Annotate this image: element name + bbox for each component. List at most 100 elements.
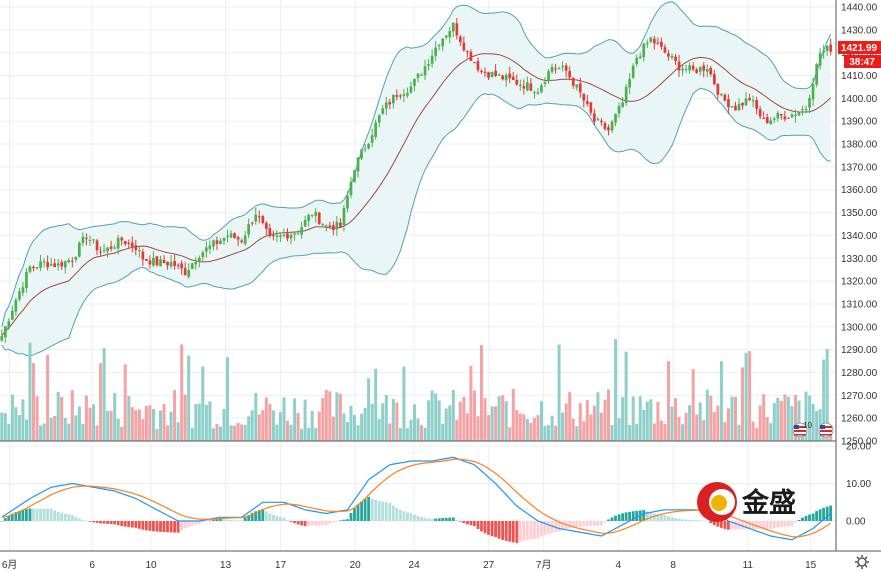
macd-histogram-bar xyxy=(155,521,159,532)
macd-histogram-bar xyxy=(568,521,572,529)
candle-body xyxy=(660,41,663,47)
volume-bar xyxy=(21,399,25,441)
candlesticks[interactable] xyxy=(0,18,833,343)
macd-histogram-bar xyxy=(536,521,540,539)
us-flag-icon[interactable] xyxy=(792,422,808,438)
macd-histogram-bar xyxy=(63,513,67,521)
volume-bar xyxy=(783,394,787,441)
volume-bar xyxy=(155,428,159,441)
candle-body xyxy=(695,69,698,73)
volume-bar xyxy=(772,403,776,441)
volume-bar xyxy=(286,420,289,441)
macd-histogram-bar xyxy=(681,519,684,521)
us-flag-icon[interactable] xyxy=(818,422,834,438)
time-tick-label: 24 xyxy=(409,560,421,571)
volume-bar xyxy=(550,415,554,441)
candle-body xyxy=(257,216,261,218)
volume-bar xyxy=(113,393,117,441)
candle-body xyxy=(829,44,833,52)
macd-histogram-bar xyxy=(222,519,226,521)
volume-bar xyxy=(324,389,328,441)
volume-bar xyxy=(356,425,360,441)
volume-bar xyxy=(649,399,653,441)
candle-body xyxy=(409,86,413,93)
macd-histogram-bar xyxy=(264,511,268,521)
macd-histogram-bar xyxy=(127,521,131,528)
volume-bar xyxy=(741,367,744,441)
volume-bar xyxy=(822,359,826,441)
volume-bar xyxy=(53,416,57,441)
volume-bar xyxy=(804,391,808,441)
candle-body xyxy=(250,222,254,224)
macd-histogram-bar xyxy=(660,514,663,521)
volume-bar xyxy=(84,395,88,441)
candle-body xyxy=(434,47,437,56)
macd-histogram-bar xyxy=(85,520,88,522)
candle-body xyxy=(39,261,42,268)
volume-bar xyxy=(166,425,170,441)
macd-histogram-bar xyxy=(162,521,166,533)
candle-body xyxy=(769,120,773,124)
volume-bar xyxy=(141,419,145,441)
candle-body xyxy=(148,260,152,265)
candle-body xyxy=(444,35,448,38)
candle-body xyxy=(430,55,434,64)
macd-histogram-bar xyxy=(515,521,519,543)
macd-histogram-bar xyxy=(134,521,138,528)
volume-bar xyxy=(596,392,600,441)
macd-histogram-bar xyxy=(42,508,46,521)
candle-body xyxy=(102,249,106,251)
macd-histogram-bar xyxy=(409,513,413,521)
macd-histogram-bar xyxy=(92,521,95,523)
candle-body xyxy=(106,247,109,252)
candle-body xyxy=(783,116,787,120)
candle-body xyxy=(765,117,769,123)
candle-body xyxy=(155,256,159,266)
volume-bar xyxy=(300,428,304,441)
volume-bar xyxy=(451,389,455,441)
macd-histogram-bar xyxy=(656,514,660,521)
volume-bar xyxy=(349,405,353,441)
candle-body xyxy=(631,65,635,78)
macd-histogram-bar xyxy=(49,508,53,521)
candle-body xyxy=(684,69,688,70)
macd-histogram-bar xyxy=(226,519,229,521)
candle-body xyxy=(14,299,18,312)
macd-histogram-bar xyxy=(388,502,392,521)
time-tick-label: 11 xyxy=(743,560,754,571)
macd-histogram-bar xyxy=(3,518,7,521)
macd-histogram-bar xyxy=(490,521,494,537)
candle-body xyxy=(741,103,744,106)
candle-body xyxy=(279,235,282,237)
macd-histogram-bar xyxy=(652,513,656,521)
volume-bar xyxy=(211,428,215,441)
volume-bar xyxy=(240,424,244,441)
time-axis[interactable]: 6月 6 10 13 17 20 24 27 7月 4 8 11 15 xyxy=(2,559,817,571)
volume-bar xyxy=(631,396,635,441)
macd-histogram-bar xyxy=(543,521,547,536)
candle-body xyxy=(7,321,11,328)
macd-histogram-bar xyxy=(727,521,730,530)
volume-bar xyxy=(737,424,741,441)
candle-body xyxy=(501,75,504,80)
gear-icon[interactable] xyxy=(855,555,869,569)
candle-body xyxy=(748,98,751,101)
volume-bar xyxy=(63,417,67,441)
macd-histogram-bar xyxy=(250,512,254,521)
candle-body xyxy=(78,242,81,257)
bollinger-bands xyxy=(1,1,832,357)
price-tick-label: 1400.00 xyxy=(841,94,878,105)
flag-badges[interactable]: 10 xyxy=(792,421,834,438)
macd-histogram-bar xyxy=(159,521,162,532)
candle-body xyxy=(11,310,14,320)
macd-histogram-bar xyxy=(339,520,342,521)
upper-band-line xyxy=(1,1,832,328)
macd-histogram-bar xyxy=(208,520,212,522)
macd-axis[interactable]: 20.00 10.00 0.00 xyxy=(846,442,871,528)
candle-body xyxy=(183,268,187,276)
macd-histogram-bar xyxy=(712,521,716,526)
volume-bar xyxy=(264,397,268,441)
volume-bar xyxy=(28,342,32,441)
macd-histogram-bar xyxy=(469,521,473,526)
